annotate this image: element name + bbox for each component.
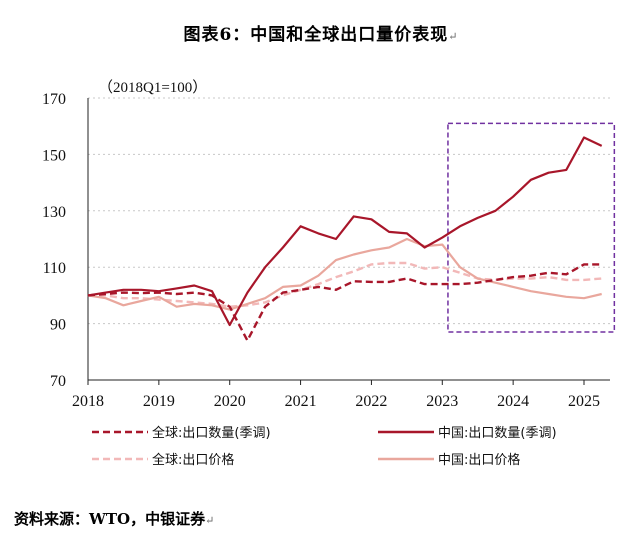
y-tick-label: 90: [50, 317, 66, 334]
x-tick-label: 2020: [214, 393, 246, 410]
y-tick-label: 110: [43, 260, 66, 277]
grid-lines: [88, 97, 610, 325]
legend-label: 中国:出口价格: [438, 452, 520, 468]
x-tick-label: 2023: [426, 393, 458, 410]
x-tick-label: 2021: [285, 393, 317, 410]
legend: 全球:出口数量(季调) 中国:出口数量(季调) 全球:出口价格 中国:出口价格: [92, 425, 557, 468]
series-line-1: [87, 263, 602, 342]
y-tick-label: 70: [50, 373, 66, 390]
return-mark-icon: ↵: [448, 30, 459, 43]
series-line-4: [87, 237, 602, 311]
x-tick-label: 2025: [568, 393, 600, 410]
legend-label: 全球:出口价格: [152, 452, 234, 468]
y-tick-label: 150: [42, 147, 66, 164]
x-tick-label: 2022: [355, 393, 387, 410]
x-tick-label: 2024: [497, 393, 529, 410]
chart-title-text: 图表6：中国和全球出口量价表现: [183, 25, 449, 45]
y-tick-label: 170: [42, 91, 66, 108]
series-lines: [87, 136, 603, 342]
highlight-rect: [447, 122, 616, 333]
y-axis: 70 90 110 130 150 170: [42, 91, 89, 390]
x-tick-label: 2018: [72, 393, 104, 410]
x-tick-label: 2019: [143, 393, 175, 410]
x-axis: 2018 2019 2020 2021 2022 2023 2024 2025: [72, 379, 610, 410]
series-line-2: [87, 136, 603, 327]
source-return-mark-icon: ↵: [205, 514, 215, 527]
source-note: 资料来源：WTO，中银证券↵: [14, 508, 214, 529]
highlight-box: [447, 122, 616, 333]
chart-title: 图表6：中国和全球出口量价表现↵: [0, 20, 642, 45]
legend-label: 中国:出口数量(季调): [438, 426, 557, 441]
y-tick-label: 130: [42, 204, 66, 221]
source-text: 资料来源：WTO，中银证券: [14, 510, 206, 528]
unit-label: （2018Q1=100）: [98, 79, 207, 96]
legend-label: 全球:出口数量(季调): [152, 425, 271, 441]
